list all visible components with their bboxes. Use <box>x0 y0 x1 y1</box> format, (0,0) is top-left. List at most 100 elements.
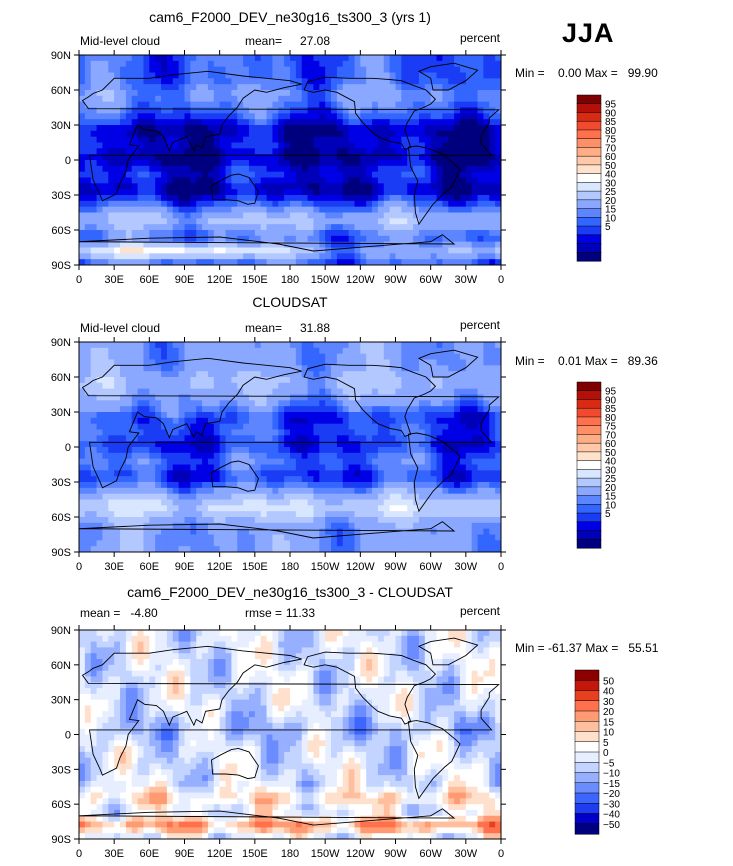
field-cell <box>383 382 391 390</box>
field-cell <box>377 247 385 254</box>
field-cell <box>272 493 279 500</box>
field-cell <box>120 423 127 430</box>
field-cell <box>143 177 150 184</box>
field-cell <box>424 458 432 465</box>
field-cell <box>331 382 338 390</box>
field-cell <box>389 382 396 390</box>
field-cell <box>272 412 279 419</box>
field-cell <box>131 359 139 366</box>
field-cell <box>114 417 121 425</box>
field-cell <box>295 487 303 495</box>
field-cell <box>190 101 197 108</box>
field-cell <box>313 476 320 483</box>
field-cell <box>418 206 426 213</box>
field-cell <box>383 429 391 436</box>
colorbar-label: 40 <box>605 170 617 181</box>
field-cell <box>448 435 455 442</box>
field-cell <box>307 435 314 442</box>
field-cell <box>166 371 174 378</box>
field-cell <box>149 136 156 143</box>
field-cell <box>383 60 391 68</box>
field-cell <box>196 95 203 103</box>
field-cell <box>114 154 121 161</box>
field-cell <box>418 394 426 401</box>
field-cell <box>219 388 226 395</box>
field-cell <box>401 125 408 132</box>
field-cell <box>342 517 350 524</box>
field-cell <box>366 452 373 460</box>
field-cell <box>284 148 291 155</box>
field-cell <box>120 353 127 360</box>
field-cell <box>143 130 150 138</box>
field-cell <box>207 259 215 265</box>
field-cell <box>213 165 221 173</box>
field-cell <box>143 406 150 413</box>
field-cell <box>161 224 168 231</box>
field-cell <box>372 406 379 413</box>
field-cell <box>295 101 303 108</box>
field-cell <box>366 101 373 108</box>
field-cell <box>184 482 191 489</box>
field-cell <box>454 241 461 248</box>
field-cell <box>278 230 285 237</box>
field-cell <box>407 183 414 190</box>
field-cell <box>331 183 338 190</box>
field-cell <box>383 113 391 120</box>
field-cell <box>114 259 121 265</box>
field-cell <box>348 247 355 254</box>
field-cell <box>84 183 92 190</box>
field-cell <box>477 400 484 407</box>
field-cell <box>237 493 244 500</box>
field-cell <box>377 458 385 465</box>
field-cell <box>149 447 156 454</box>
field-cell <box>190 253 197 260</box>
field-cell <box>448 119 455 126</box>
field-cell <box>248 218 256 225</box>
field-cell <box>102 136 109 143</box>
field-cell <box>120 342 127 349</box>
field-cell <box>207 224 215 231</box>
field-cell <box>143 505 150 512</box>
field-cell <box>389 183 396 190</box>
field-cell <box>114 84 121 91</box>
field-cell <box>454 136 461 143</box>
field-cell <box>96 212 103 219</box>
field-cell <box>120 458 127 465</box>
field-cell <box>143 417 150 425</box>
field-cell <box>161 136 168 143</box>
field-cell <box>459 429 467 436</box>
field-cell <box>377 142 385 149</box>
field-cell <box>166 487 174 495</box>
field-cell <box>202 493 209 500</box>
field-cell <box>79 259 86 265</box>
field-cell <box>336 154 344 161</box>
field-cell <box>436 66 443 73</box>
field-cell <box>290 505 297 512</box>
field-cell <box>284 452 291 460</box>
field-cell <box>219 154 226 161</box>
field-cell <box>418 84 426 91</box>
mean-value: 31.88 <box>300 321 330 335</box>
field-cell <box>254 487 262 495</box>
field-cell <box>155 412 162 419</box>
field-cell <box>79 78 86 85</box>
field-cell <box>319 253 326 260</box>
field-cell <box>389 113 396 120</box>
field-cell <box>102 90 109 97</box>
field-cell <box>489 476 496 483</box>
field-cell <box>79 206 86 213</box>
field-cell <box>360 224 367 231</box>
field-cell <box>225 107 232 114</box>
field-cell <box>84 66 92 73</box>
field-cell <box>143 470 150 477</box>
field-cell <box>190 400 197 407</box>
field-cell <box>161 394 168 401</box>
field-cell <box>248 148 256 155</box>
field-cell <box>301 177 308 184</box>
field-cell <box>442 72 449 79</box>
field-cell <box>325 371 332 378</box>
field-cell <box>436 125 443 132</box>
field-cell <box>231 165 238 173</box>
field-cell <box>120 189 127 196</box>
field-cell <box>377 447 385 454</box>
